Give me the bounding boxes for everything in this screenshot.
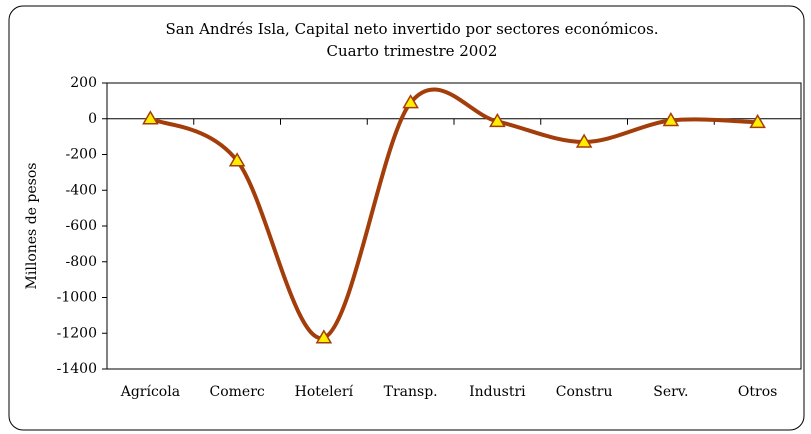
y-tick-label: -1400 bbox=[57, 361, 97, 377]
marker bbox=[575, 133, 593, 148]
marker bbox=[228, 152, 246, 167]
y-tick-label: -800 bbox=[66, 254, 97, 270]
x-tick-label: Agrícola bbox=[120, 384, 180, 400]
x-tick-label: Otros bbox=[738, 384, 777, 400]
y-tick-label: -400 bbox=[66, 182, 97, 198]
y-tick-label: -600 bbox=[66, 218, 97, 234]
y-tick-label: -1000 bbox=[57, 290, 97, 306]
x-tick-label: Industri bbox=[469, 384, 526, 400]
y-axis-label: Millones de pesos bbox=[24, 163, 40, 290]
marker bbox=[662, 112, 680, 127]
marker bbox=[142, 110, 159, 125]
chart-subtitle: Cuarto trimestre 2002 bbox=[327, 42, 498, 60]
marker bbox=[749, 113, 766, 129]
marker bbox=[489, 112, 506, 128]
y-tick-label: 0 bbox=[88, 111, 97, 127]
x-tick-label: Comerc bbox=[210, 384, 265, 400]
x-tick-label: Transp. bbox=[384, 384, 438, 400]
y-tick-label: -1200 bbox=[57, 325, 97, 341]
marker bbox=[402, 94, 419, 109]
x-tick-label: Hotelerí bbox=[295, 384, 354, 400]
chart-border bbox=[8, 5, 805, 431]
y-tick-label: -200 bbox=[66, 147, 97, 163]
x-tick-label: Serv. bbox=[653, 384, 688, 400]
y-tick-label: 200 bbox=[70, 75, 97, 91]
chart-title: San Andrés Isla, Capital neto invertido … bbox=[165, 20, 658, 38]
marker bbox=[315, 329, 333, 344]
x-tick-label: Constru bbox=[556, 384, 613, 400]
